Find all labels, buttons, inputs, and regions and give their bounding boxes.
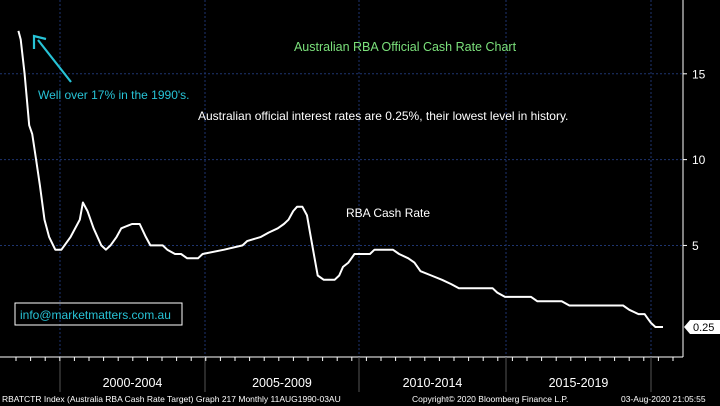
annotation-arrow — [32, 34, 72, 83]
y-axis-ticks: 5 10 15 — [683, 67, 706, 253]
chart-title: Australian RBA Official Cash Rate Chart — [294, 40, 517, 54]
x-tick-label: 2005-2009 — [252, 376, 312, 390]
info-email: info@marketmatters.com.au — [20, 308, 171, 322]
y-tick-label: 10 — [692, 153, 706, 167]
x-tick-label: 2015-2019 — [549, 376, 609, 390]
last-value-label: 0.25 — [693, 322, 714, 334]
series-line — [17, 30, 663, 328]
x-tick-label: 2000-2004 — [103, 376, 163, 390]
footer-copyright: Copyright© 2020 Bloomberg Finance L.P. — [412, 394, 569, 404]
axes — [0, 0, 684, 358]
annotation-1990s: Well over 17% in the 1990's. — [38, 88, 190, 102]
y-tick-label: 15 — [692, 67, 706, 81]
info-box — [14, 302, 183, 326]
annotation-lowest-level: Australian official interest rates are 0… — [198, 109, 568, 123]
footer-timestamp: 03-Aug-2020 21:05:55 — [621, 394, 706, 404]
last-value-marker: 0.25 — [684, 319, 720, 334]
chart: 5 10 15 2000-2004 2005-2009 2010-2014 2015-20… — [0, 0, 720, 392]
footer: RBATCTR Index (Australia RBA Cash Rate T… — [0, 392, 720, 406]
series-layer — [17, 30, 663, 328]
footer-index-info: RBATCTR Index (Australia RBA Cash Rate T… — [2, 394, 341, 404]
last-value-box — [684, 319, 720, 334]
x-tick-label: 2010-2014 — [403, 376, 463, 390]
series-label: RBA Cash Rate — [346, 206, 430, 220]
chart-background — [0, 0, 720, 392]
y-tick-label: 5 — [692, 239, 699, 253]
x-axis-ticks: 2000-2004 2005-2009 2010-2014 2015-2019 — [15, 357, 674, 392]
